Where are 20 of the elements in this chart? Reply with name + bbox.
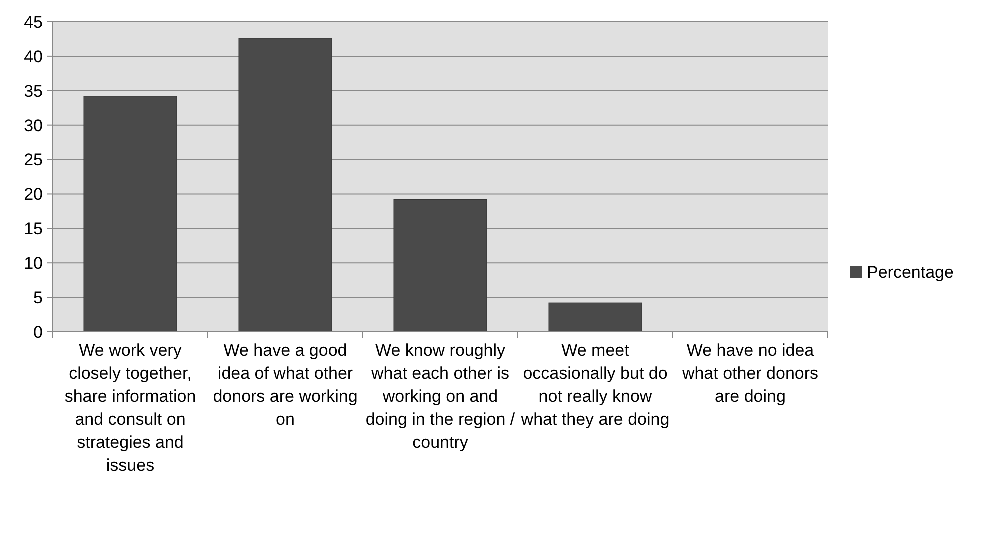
y-tick-label: 35	[24, 82, 43, 101]
legend-label: Percentage	[867, 262, 954, 282]
x-tick-label: We have a good idea of what other donors are working on	[213, 341, 358, 429]
bar	[394, 199, 488, 332]
x-tick-label: We have no idea what other donors are doing	[681, 341, 819, 406]
y-tick-label: 25	[24, 150, 43, 170]
y-tick-label: 15	[24, 220, 43, 239]
y-tick-label: 5	[34, 288, 43, 308]
bar	[84, 96, 178, 332]
x-tick-label: We know roughly what each other is working on and doing in the region / country	[366, 341, 516, 452]
x-tick-label: We meet occasionally but do not really know what they are doing	[520, 341, 670, 429]
bar	[548, 302, 642, 332]
y-tick-label: 45	[24, 12, 43, 32]
y-tick-label: 0	[34, 322, 43, 342]
y-tick-label: 30	[24, 116, 43, 136]
y-tick-label: 40	[24, 47, 43, 66]
y-tick-label: 10	[24, 254, 43, 274]
x-tick-label: We work very closely together, share information and consult on strategies and issues	[64, 341, 196, 475]
y-tick-label: 20	[24, 185, 43, 204]
bar	[238, 38, 332, 332]
